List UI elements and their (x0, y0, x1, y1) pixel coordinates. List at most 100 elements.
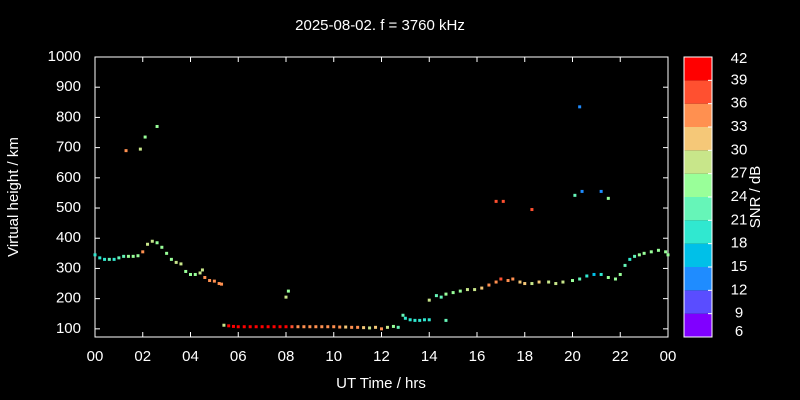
data-point (480, 286, 484, 290)
colorbar-tick-label: 9 (735, 305, 743, 322)
x-tick-label: 08 (278, 348, 295, 365)
x-tick-label: 00 (660, 348, 677, 365)
chart-title: 2025-08-02. f = 3760 kHz (295, 17, 465, 34)
colorbar-segment (684, 150, 712, 174)
data-point (266, 325, 270, 329)
data-point (284, 295, 288, 299)
x-tick-label: 20 (564, 348, 581, 365)
data-point (664, 250, 668, 254)
data-point (380, 327, 383, 331)
data-point (208, 279, 212, 283)
data-point (403, 316, 407, 320)
data-point (326, 325, 330, 329)
data-point (451, 291, 455, 295)
data-point (656, 248, 660, 252)
data-point (385, 325, 389, 329)
data-point (103, 257, 107, 261)
data-point (554, 282, 558, 286)
data-point (396, 325, 400, 329)
data-point (260, 325, 264, 329)
data-point (286, 289, 290, 293)
data-point (413, 318, 417, 322)
colorbar-tick-label: 6 (735, 323, 743, 340)
data-point (338, 325, 342, 329)
data-point (184, 269, 188, 273)
colorbar-tick-label: 42 (731, 50, 748, 67)
y-axis-label: Virtual height / km (5, 137, 22, 257)
data-point (93, 253, 97, 257)
data-point (606, 275, 610, 279)
y-tick-label: 500 (56, 199, 81, 216)
data-point (332, 325, 336, 329)
data-point (487, 283, 491, 287)
data-point (231, 324, 235, 328)
data-point (523, 282, 527, 286)
colorbar-segment (684, 173, 712, 197)
data-point (427, 298, 431, 302)
data-point (212, 279, 216, 283)
data-point (434, 294, 438, 298)
data-point (573, 193, 577, 197)
data-point (642, 251, 646, 255)
data-point (220, 282, 224, 286)
colorbar-tick-label: 21 (731, 211, 748, 228)
data-point (117, 256, 121, 260)
data-point (547, 280, 551, 284)
x-tick-label: 18 (516, 348, 533, 365)
data-point (136, 254, 140, 258)
data-point (198, 271, 202, 275)
data-point (217, 282, 221, 286)
y-tick-label: 200 (56, 290, 81, 307)
data-point (623, 263, 627, 267)
colorbar-tick-label: 18 (731, 235, 748, 252)
data-point (444, 318, 448, 322)
data-point (637, 253, 641, 257)
colorbar-tick-label: 39 (731, 71, 748, 88)
data-point (302, 325, 306, 329)
data-point (633, 254, 637, 258)
data-point (98, 256, 102, 260)
data-point (165, 251, 169, 255)
data-point (518, 280, 522, 284)
data-point (418, 318, 422, 322)
data-point (203, 275, 207, 279)
data-point (473, 288, 477, 292)
data-point (530, 282, 534, 286)
data-point (494, 199, 498, 203)
data-point (169, 257, 173, 261)
data-point (290, 325, 294, 329)
data-point (320, 325, 324, 329)
y-tick-label: 800 (56, 108, 81, 125)
data-point (628, 257, 632, 261)
colorbar-segment (684, 313, 712, 337)
colorbar-tick-label: 24 (731, 188, 748, 205)
y-tick-label: 300 (56, 259, 81, 276)
data-point (599, 272, 603, 276)
data-point (613, 277, 617, 281)
colorbar-segment (684, 220, 712, 244)
data-point (150, 239, 154, 243)
data-point (501, 199, 505, 203)
data-point (296, 325, 300, 329)
data-point (422, 318, 426, 322)
data-point (174, 260, 178, 264)
data-point (408, 318, 412, 322)
data-point (350, 325, 354, 329)
data-point (494, 280, 498, 284)
colorbar-tick-label: 27 (731, 165, 748, 182)
data-point (362, 326, 366, 330)
data-point (189, 272, 192, 276)
data-point (511, 277, 515, 281)
x-tick-label: 16 (469, 348, 486, 365)
y-tick-label: 400 (56, 229, 81, 246)
data-point (143, 135, 147, 139)
x-tick-label: 12 (373, 348, 390, 365)
data-point (272, 325, 276, 329)
data-point (368, 326, 372, 330)
y-tick-label: 700 (56, 139, 81, 156)
data-point (606, 196, 610, 200)
data-point (242, 325, 246, 329)
x-tick-label: 00 (87, 348, 104, 365)
data-point (160, 245, 164, 249)
